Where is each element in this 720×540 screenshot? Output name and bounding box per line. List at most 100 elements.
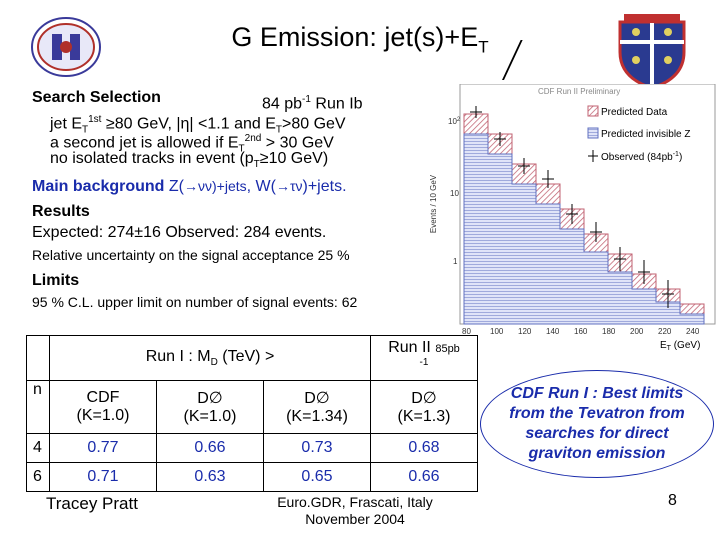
cut2-text-a: a second jet is allowed if E bbox=[50, 134, 239, 152]
col-exp-3: D∅ bbox=[411, 390, 437, 407]
col-k-3: (K=1.3) bbox=[397, 408, 451, 425]
col-exp-2: D∅ bbox=[304, 390, 330, 407]
col-n-header: n bbox=[26, 380, 50, 434]
cut2-sup: 2nd bbox=[244, 133, 262, 144]
limits-text: 95 % C.L. upper limit on number of signa… bbox=[32, 294, 358, 310]
cut1-sub: T bbox=[82, 124, 89, 136]
cut3-text-b: ≥10 GeV) bbox=[259, 150, 329, 167]
xtick-label-8: 240 bbox=[686, 327, 700, 336]
background-label: Main background bbox=[32, 178, 169, 195]
row-n: 6 bbox=[26, 462, 50, 492]
col-exp-1: D∅ bbox=[197, 390, 223, 407]
cut1-text-a: jet E bbox=[50, 115, 83, 133]
table-row: 6 0.71 0.63 0.65 0.66 bbox=[26, 462, 478, 492]
background-z-decay: →νν bbox=[184, 178, 213, 194]
luminosity-value: 84 pb bbox=[262, 95, 303, 113]
xtick-label-1: 100 bbox=[490, 327, 504, 336]
col-header-1: D∅ (K=1.0) bbox=[156, 380, 264, 434]
limits-table: Run I : MD (TeV) > Run II 85pb -1 n CDF (K… bbox=[26, 335, 478, 492]
legend-predicted-invisible-z: Predicted invisible Z bbox=[601, 129, 690, 140]
page-number: 8 bbox=[668, 492, 677, 509]
plot-ylabel: Events / 10 GeV bbox=[429, 174, 438, 233]
col-k-0: (K=1.0) bbox=[76, 407, 130, 424]
legend-observed-text: Observed (84pb bbox=[601, 152, 673, 163]
col-header-2: D∅ (K=1.34) bbox=[263, 380, 371, 434]
legend-observed-close: ) bbox=[679, 152, 682, 163]
col-k-2: (K=1.34) bbox=[286, 408, 348, 425]
title-text: G Emission: jet(s)+E bbox=[231, 22, 479, 52]
university-crest-logo bbox=[618, 14, 686, 90]
background-w-decay: →τν bbox=[275, 178, 303, 194]
background-z: Z( bbox=[168, 178, 185, 195]
conclusion-text: CDF Run I : Best limits from the Tevatro… bbox=[509, 385, 685, 462]
title-subscript: T bbox=[478, 37, 489, 57]
col-exp-0: CDF bbox=[86, 389, 120, 406]
background-z-jets: )+jets bbox=[212, 178, 247, 194]
xtick-label-6: 200 bbox=[630, 327, 644, 336]
cut1-text-c: >80 GeV bbox=[281, 115, 346, 133]
xtick-label-0: 80 bbox=[462, 327, 471, 336]
run1-header: Run I : MD (TeV) > bbox=[49, 335, 371, 381]
conclusion-callout: CDF Run I : Best limits from the Tevatro… bbox=[480, 370, 714, 478]
cut3-sub: T bbox=[253, 159, 260, 171]
legend-swatch-invisible-z bbox=[587, 127, 599, 139]
xtick-label-4: 160 bbox=[574, 327, 588, 336]
acceptance-uncertainty: Relative uncertainty on the signal accep… bbox=[32, 247, 350, 263]
table-corner-cell bbox=[26, 335, 50, 381]
limits-heading: Limits bbox=[32, 272, 80, 289]
run2-lumi: 85pb bbox=[435, 343, 460, 356]
legend-observed: Observed (84pb-1) bbox=[601, 151, 682, 163]
cut1-sup: 1st bbox=[88, 114, 102, 125]
results-expected-observed: Expected: 274±16 Observed: 284 events. bbox=[32, 224, 327, 241]
slide-title: G Emission: jet(s)+ET bbox=[170, 22, 550, 57]
ytick-label-1: 10 bbox=[450, 189, 459, 198]
main-background-line: Main background Z(→νν)+jets, W(→τν)+jets… bbox=[32, 176, 347, 197]
run2-header-text: Run II bbox=[388, 339, 436, 357]
table-cell: 0.73 bbox=[263, 433, 371, 463]
xtick-label-3: 140 bbox=[546, 327, 560, 336]
search-selection-heading: Search Selection bbox=[32, 89, 161, 106]
cut-second-jet: a second jet is allowed if ET2nd > 30 Ge… bbox=[50, 129, 334, 160]
footer-conference-line2: November 2004 bbox=[305, 511, 405, 527]
table-cell: 0.65 bbox=[263, 462, 371, 492]
cut2-text-b: > 30 GeV bbox=[261, 134, 334, 152]
table-cell: 0.66 bbox=[370, 462, 478, 492]
cut1-sub2: T bbox=[275, 124, 282, 136]
table-cell: 0.71 bbox=[49, 462, 157, 492]
legend-swatch-predicted-data bbox=[587, 105, 599, 117]
background-w: W( bbox=[255, 178, 276, 195]
cut-jet-et: jet ET1st ≥80 GeV, |η| <1.1 and ET>80 Ge… bbox=[50, 110, 346, 141]
run2-header: Run II 85pb -1 bbox=[370, 335, 478, 381]
legend-predicted-data: Predicted Data bbox=[601, 107, 668, 118]
footer-author: Tracey Pratt bbox=[46, 494, 138, 513]
legend-observed-sup: -1 bbox=[673, 151, 679, 158]
run1-header-sub: D bbox=[210, 357, 218, 369]
table-experiment-row: n CDF (K=1.0) D∅ (K=1.0) D∅ (K=1.34) D∅ (K=1… bbox=[26, 380, 478, 434]
cut1-text-b: ≥80 GeV, |η| <1.1 and E bbox=[101, 115, 276, 133]
xtick-labels: 80 100 120 140 160 180 200 220 240 bbox=[462, 327, 700, 336]
luminosity-label: 84 pb-1 Run Ib bbox=[262, 90, 363, 114]
plot-xlabel: ET (GeV) bbox=[660, 340, 700, 352]
ytick-label-0: 102 bbox=[448, 117, 461, 126]
results-heading: Results bbox=[32, 203, 90, 220]
table-row: 4 0.77 0.66 0.73 0.68 bbox=[26, 433, 478, 463]
xtick-label-2: 120 bbox=[518, 327, 532, 336]
cut2-sub: T bbox=[238, 143, 245, 155]
table-cell: 0.63 bbox=[156, 462, 264, 492]
et-distribution-plot: CDF Run II Preliminary Predicted Data Pr… bbox=[429, 84, 716, 352]
background-w-jets: )+jets. bbox=[302, 178, 347, 195]
ytick-label-2: 1 bbox=[453, 257, 458, 266]
cut-isolated-tracks: no isolated tracks in event (pT≥10 GeV) bbox=[50, 149, 328, 175]
plot-preliminary-label: CDF Run II Preliminary bbox=[538, 87, 620, 96]
predicted-invisible-z-histogram bbox=[463, 133, 705, 325]
run1-header-text: Run I : M bbox=[145, 347, 211, 365]
run2-lumi-sup: -1 bbox=[419, 357, 429, 369]
row-n: 4 bbox=[26, 433, 50, 463]
run-label: Run Ib bbox=[310, 95, 363, 113]
footer-conference-line1: Euro.GDR, Frascati, Italy bbox=[277, 494, 433, 510]
run1-header-tail: (TeV) > bbox=[217, 347, 275, 365]
cdf-logo bbox=[31, 17, 101, 77]
col-header-3: D∅ (K=1.3) bbox=[370, 380, 478, 434]
col-k-1: (K=1.0) bbox=[183, 408, 237, 425]
luminosity-exponent: -1 bbox=[302, 94, 311, 105]
